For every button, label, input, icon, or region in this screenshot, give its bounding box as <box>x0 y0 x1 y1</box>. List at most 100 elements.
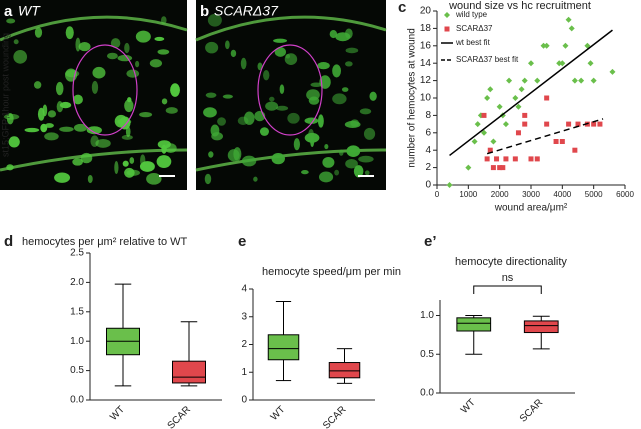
cell <box>156 155 172 168</box>
x-axis-label: wound area/μm² <box>494 203 568 214</box>
point <box>515 103 522 110</box>
cell <box>139 112 153 118</box>
panel-label: SCARΔ37 <box>214 3 279 19</box>
point <box>446 182 453 188</box>
cell <box>241 155 257 167</box>
cell <box>318 171 334 183</box>
cell <box>87 174 93 184</box>
point <box>484 95 491 101</box>
cell <box>237 116 249 126</box>
cell <box>121 134 133 140</box>
scale-bar <box>358 175 374 177</box>
cell <box>322 156 335 168</box>
x-tick-label: WT <box>269 404 288 423</box>
vertical-label: st15;GFP;1hour post wounding <box>0 33 10 157</box>
cell <box>230 49 237 58</box>
y-tick-label: 8 <box>425 110 431 121</box>
cell <box>170 83 180 97</box>
point <box>496 103 503 110</box>
cell <box>257 62 263 71</box>
x-tick-label: 5000 <box>585 190 603 199</box>
point <box>465 164 472 171</box>
y-tick-label: 12 <box>420 75 432 86</box>
cell <box>65 26 74 40</box>
cell <box>149 59 163 68</box>
x-tick-label: WT <box>108 404 127 423</box>
cell <box>345 61 353 67</box>
cell <box>329 30 338 39</box>
y-tick-label: 0.0 <box>420 388 434 399</box>
cell <box>339 149 344 156</box>
point <box>565 16 572 23</box>
fit-line <box>486 118 604 155</box>
y-tick-label: 1.5 <box>70 306 84 317</box>
cell <box>124 42 130 54</box>
cell <box>59 126 74 132</box>
scale-bar <box>159 175 175 177</box>
cell <box>122 160 129 167</box>
cell <box>73 94 83 105</box>
point <box>534 77 541 84</box>
y-tick-label: 1 <box>241 367 247 378</box>
point <box>506 77 513 84</box>
box <box>328 362 361 379</box>
y-axis-label: number of hemocytes at wound <box>407 28 418 168</box>
cell <box>345 47 359 54</box>
cell <box>253 176 258 182</box>
point <box>609 68 616 75</box>
cell <box>33 81 42 89</box>
cell <box>6 164 14 171</box>
wound-outline <box>72 44 138 136</box>
point <box>562 42 569 49</box>
y-tick-label: 3 <box>241 311 247 322</box>
cell <box>114 161 119 175</box>
point <box>487 147 493 153</box>
cell <box>225 40 230 50</box>
cell <box>40 123 48 133</box>
point <box>534 156 540 162</box>
x-tick-label: SCAR <box>321 404 348 429</box>
panel-letter: e’ <box>424 233 437 250</box>
y-tick-label: 0.0 <box>70 395 84 406</box>
point <box>528 60 534 67</box>
cell <box>204 173 212 185</box>
cell <box>47 110 57 118</box>
point <box>518 86 525 93</box>
point <box>556 60 563 67</box>
cell <box>37 107 45 121</box>
wound-outline <box>257 44 323 136</box>
cell <box>222 94 233 99</box>
x-tick-label: 1000 <box>459 190 477 199</box>
x-tick-label: SCAR <box>166 404 193 429</box>
cell <box>157 49 170 55</box>
x-tick-label: 3000 <box>522 190 540 199</box>
point <box>568 25 575 32</box>
cell <box>205 92 217 98</box>
chart-title: hemocytes per μm² relative to WT <box>22 236 188 248</box>
cell <box>274 47 287 57</box>
cell <box>78 41 91 52</box>
chart-title: hemocyte speed/μm per min <box>262 266 401 278</box>
cell <box>263 69 270 81</box>
y-tick-label: 0 <box>425 180 431 191</box>
legend-label: SCARΔ37 <box>456 24 493 33</box>
cell <box>44 123 54 128</box>
cell <box>276 105 289 111</box>
point <box>591 121 597 127</box>
point <box>540 42 547 49</box>
cell <box>54 172 71 183</box>
point <box>481 129 487 136</box>
box <box>456 317 492 332</box>
cell <box>265 101 279 111</box>
cell <box>124 167 135 178</box>
cell <box>364 170 370 176</box>
point <box>544 121 550 127</box>
cell <box>34 27 43 38</box>
cell <box>353 165 364 178</box>
x-tick-label: 0 <box>435 190 440 199</box>
y-tick-label: 4 <box>241 284 247 295</box>
point <box>487 86 494 93</box>
box <box>523 320 559 334</box>
x-tick-label: 2000 <box>491 190 509 199</box>
cell <box>56 101 64 113</box>
